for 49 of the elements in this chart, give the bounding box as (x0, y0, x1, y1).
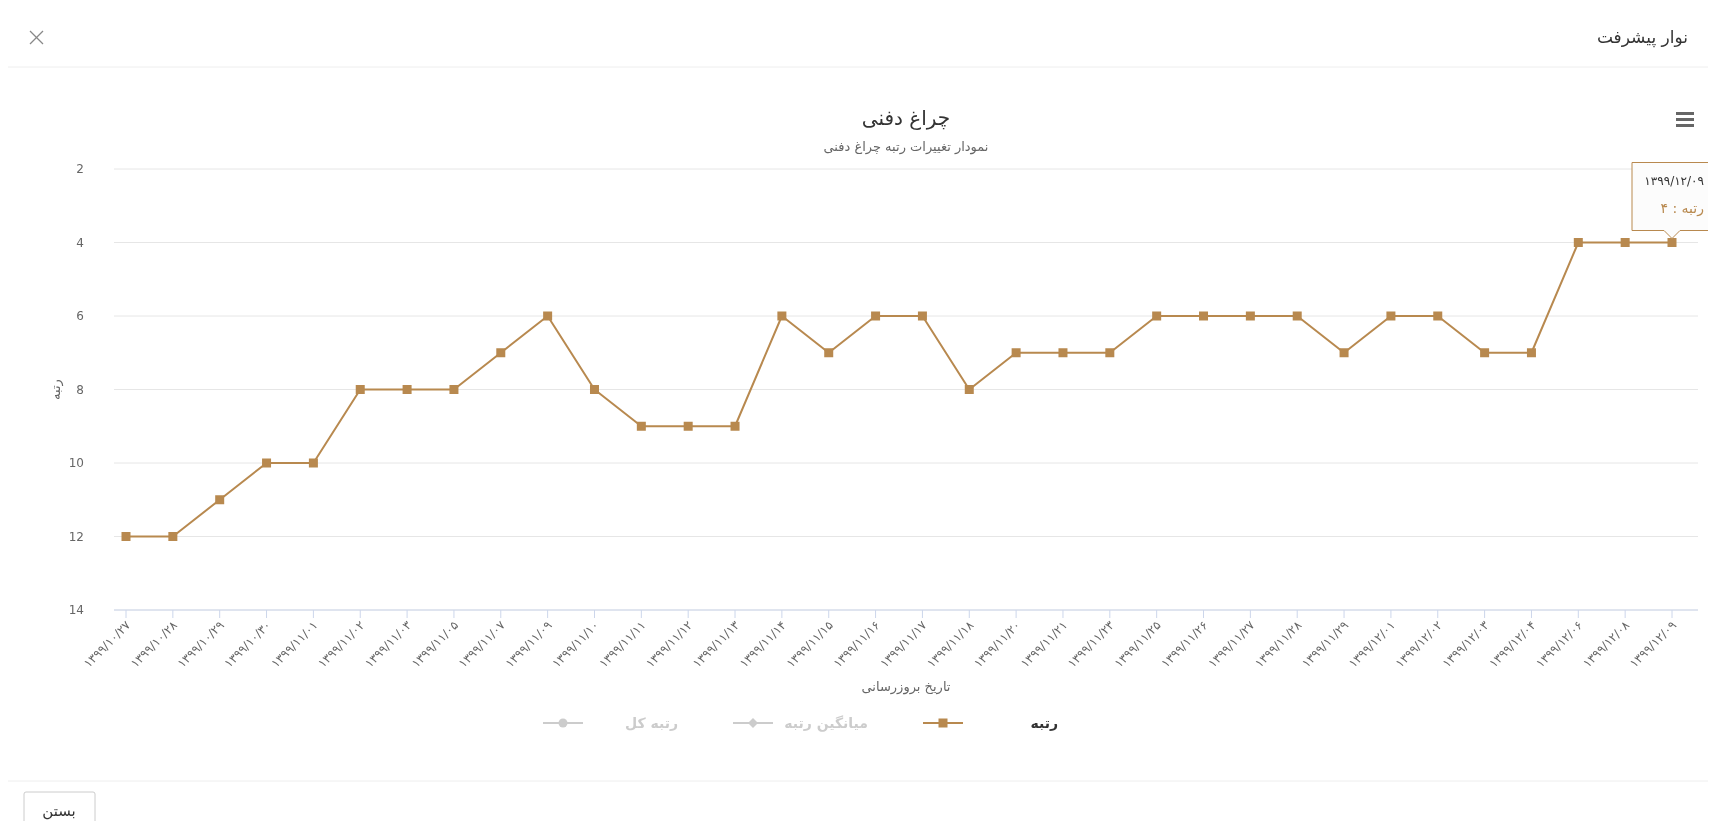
chart-title: چراغ دفنی (861, 106, 951, 130)
point (308, 458, 318, 468)
x-axis-title: تاریخ بروزرسانی (861, 679, 951, 695)
point (1667, 238, 1677, 247)
point (402, 385, 412, 394)
point (1620, 238, 1630, 247)
point (1152, 311, 1162, 321)
y-tick-label: 2 (76, 162, 84, 176)
point (1105, 348, 1115, 358)
point (355, 385, 365, 394)
text: نوار پیشرفت (1596, 27, 1688, 48)
point (121, 532, 131, 541)
point (1058, 348, 1068, 358)
point (683, 421, 693, 431)
text: بستن (42, 802, 76, 820)
point (589, 385, 599, 394)
y-tick-label: 4 (76, 235, 84, 250)
point (871, 311, 881, 321)
point (1245, 311, 1255, 321)
point (543, 311, 553, 321)
point (917, 311, 927, 321)
point (496, 348, 506, 358)
point (777, 311, 787, 321)
y-tick-label: 6 (76, 309, 84, 323)
point (168, 532, 178, 541)
point (1526, 348, 1536, 358)
point (1339, 348, 1349, 358)
point (449, 385, 459, 394)
point (1292, 311, 1302, 321)
point (262, 458, 272, 468)
point (1433, 311, 1443, 321)
y-tick-label: 8 (76, 382, 84, 397)
y-axis-title: رتبه (48, 379, 64, 400)
text: رتبه (1030, 715, 1058, 731)
y-tick-label: 14 (68, 603, 84, 617)
point (964, 385, 974, 394)
chart-subtitle: نمودار تغییرات رتبه چراغ دفنی (823, 139, 989, 155)
y-tick-label: 10 (68, 456, 84, 470)
point (1011, 348, 1021, 358)
y-tick-label: 12 (68, 529, 84, 544)
point (824, 348, 834, 358)
point (1480, 348, 1490, 358)
annotation: ۱۳۹۹/۱۲/۰۹ رتبه : ۴ (1644, 173, 1704, 217)
point (636, 421, 646, 431)
point (730, 421, 740, 431)
point (1573, 238, 1583, 247)
point (215, 495, 225, 505)
point (1199, 311, 1209, 321)
point (1386, 311, 1396, 321)
